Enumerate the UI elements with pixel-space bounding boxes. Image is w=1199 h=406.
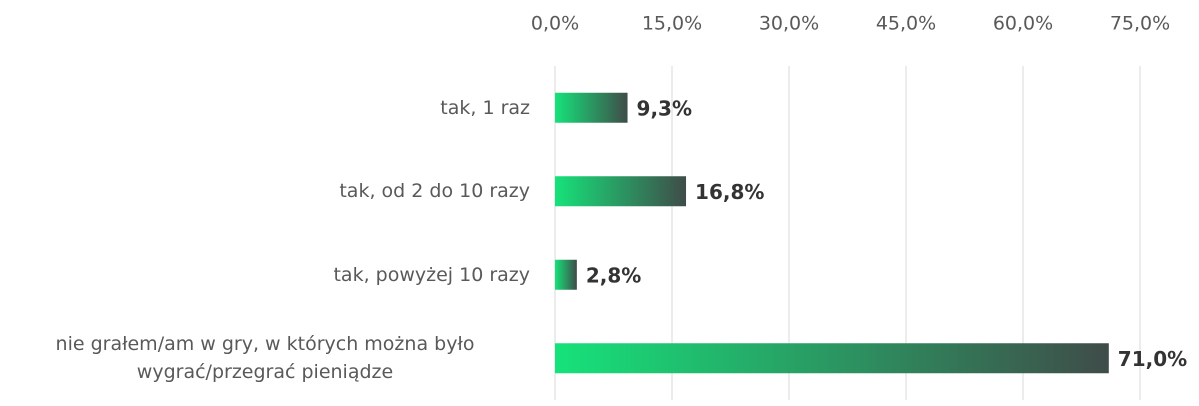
x-tick-label: 15,0% <box>642 13 702 35</box>
category-label: nie grałem/am w gry, w których można był… <box>55 333 475 384</box>
bar <box>555 259 577 290</box>
category-label: tak, 1 raz <box>440 96 530 119</box>
value-label: 71,0% <box>1118 347 1187 371</box>
bar <box>555 92 628 123</box>
bar <box>555 176 687 207</box>
value-label: 2,8% <box>586 263 641 287</box>
x-tick-label: 30,0% <box>759 13 819 35</box>
category-label: tak, od 2 do 10 razy <box>339 180 530 203</box>
bar <box>555 343 1109 374</box>
value-label: 9,3% <box>637 96 692 120</box>
x-tick-label: 75,0% <box>1110 13 1170 35</box>
value-label: 16,8% <box>695 180 764 204</box>
category-label: tak, powyżej 10 razy <box>333 263 530 286</box>
x-tick-label: 60,0% <box>993 13 1053 35</box>
x-tick-label: 45,0% <box>876 13 936 35</box>
x-tick-label: 0,0% <box>531 13 579 35</box>
